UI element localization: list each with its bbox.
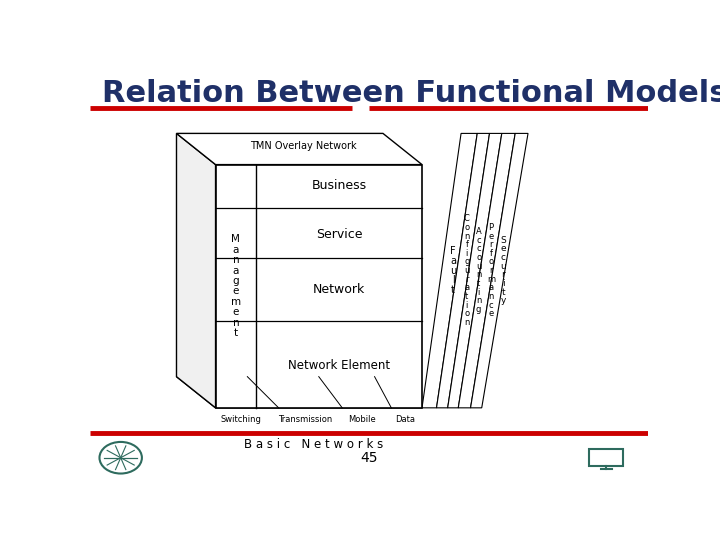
- Text: C
o
n
f
i
g
u
r
a
t
i
o
n: C o n f i g u r a t i o n: [464, 214, 470, 327]
- Polygon shape: [422, 133, 477, 408]
- Text: P
e
r
f
o
r
m
a
n
c
e: P e r f o r m a n c e: [487, 223, 495, 319]
- Polygon shape: [176, 377, 422, 408]
- Text: Relation Between Functional Models: Relation Between Functional Models: [102, 79, 720, 109]
- Text: B a s i c   N e t w o r k s: B a s i c N e t w o r k s: [243, 438, 383, 451]
- Polygon shape: [471, 133, 528, 408]
- Text: A
c
c
o
u
n
t
i
n
g: A c c o u n t i n g: [476, 227, 482, 314]
- Text: Network Element: Network Element: [288, 359, 390, 372]
- Text: Data: Data: [395, 415, 415, 423]
- Polygon shape: [176, 133, 422, 165]
- Text: M
a
n
a
g
e
m
e
n
t: M a n a g e m e n t: [231, 234, 241, 338]
- Polygon shape: [448, 133, 502, 408]
- Text: Service: Service: [316, 227, 362, 240]
- Text: Business: Business: [312, 179, 366, 192]
- Polygon shape: [436, 133, 490, 408]
- Polygon shape: [176, 133, 215, 408]
- Text: Mobile: Mobile: [348, 415, 376, 423]
- Text: F
a
u
l
t: F a u l t: [450, 246, 456, 295]
- Text: TMN Overlay Network: TMN Overlay Network: [250, 141, 356, 151]
- Text: Transmission: Transmission: [278, 415, 332, 423]
- Text: Switching: Switching: [220, 415, 261, 423]
- Text: 45: 45: [360, 451, 378, 465]
- Text: S
e
c
u
r
i
t
y: S e c u r i t y: [500, 236, 506, 306]
- Text: Network: Network: [313, 283, 365, 296]
- Polygon shape: [215, 165, 422, 408]
- Polygon shape: [459, 133, 516, 408]
